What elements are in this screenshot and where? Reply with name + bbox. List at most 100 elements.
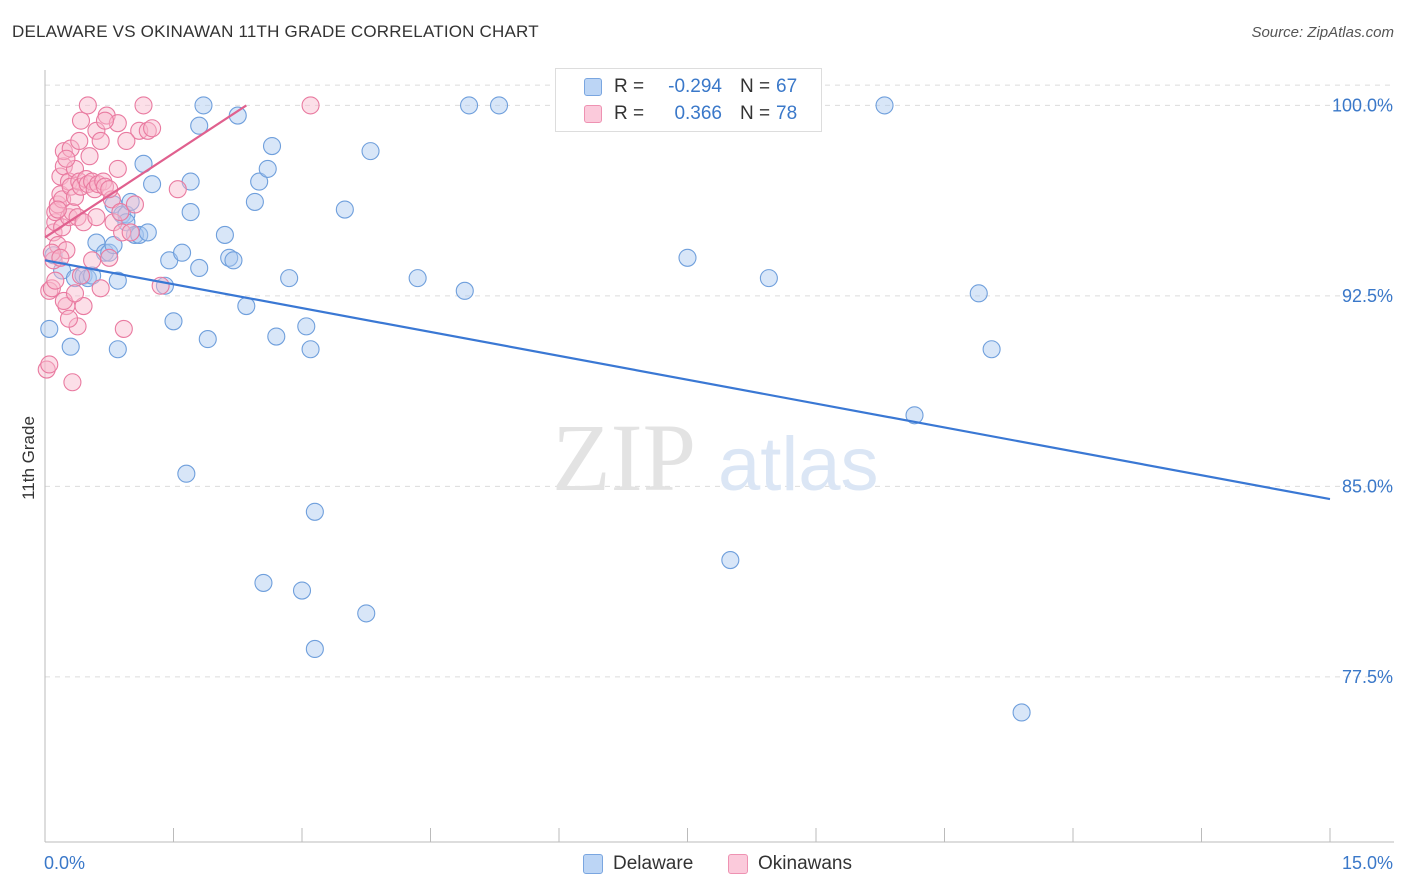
- delaware-point: [237, 297, 256, 316]
- okinawan-point: [71, 266, 91, 285]
- y-axis-label: 11th Grade: [19, 416, 38, 500]
- correlation-legend: R = -0.294 N = 67 R = 0.366 N = 78: [555, 68, 822, 132]
- r-label: R =: [614, 103, 645, 124]
- delaware-point: [905, 406, 924, 425]
- watermark-atlas: atlas: [718, 422, 879, 507]
- delaware-point: [173, 243, 192, 262]
- delaware-point: [250, 172, 269, 191]
- trend-lines: [44, 104, 1331, 501]
- y-tick-label: 85.0%: [1342, 476, 1393, 496]
- okinawan-point: [114, 319, 133, 338]
- okinawan-point: [134, 96, 153, 115]
- okinawan-point: [48, 200, 67, 219]
- r-label: R =: [614, 76, 645, 97]
- delaware-point: [143, 175, 162, 194]
- delaware-point: [40, 319, 59, 338]
- y-tick-label: 100.0%: [1332, 95, 1393, 115]
- delaware-legend-swatch: [583, 854, 603, 874]
- okinawan-legend-label: Okinawans: [758, 853, 852, 874]
- okinawan-point: [168, 180, 187, 199]
- delaware-n-value: 67: [776, 76, 798, 97]
- okinawan-point: [57, 149, 76, 168]
- delaware-point: [361, 142, 380, 161]
- okinawan-point: [78, 96, 97, 115]
- delaware-point: [280, 269, 299, 288]
- delaware-point: [138, 223, 157, 242]
- okinawan-point: [59, 309, 79, 328]
- okinawan-point: [117, 131, 136, 151]
- y-tick-label: 92.5%: [1342, 286, 1393, 306]
- delaware-point: [117, 213, 136, 232]
- okinawan-point: [100, 248, 119, 267]
- okinawan-point: [121, 223, 140, 242]
- okinawan-point: [80, 147, 99, 166]
- delaware-r-value: -0.294: [668, 76, 722, 97]
- delaware-point: [181, 203, 200, 222]
- delaware-point: [224, 251, 243, 270]
- okinawan-point: [71, 111, 91, 130]
- okinawan-point: [40, 281, 59, 300]
- gridlines: [45, 84, 1394, 678]
- delaware-point: [177, 464, 196, 483]
- legend-row-delaware: R = -0.294 N = 67: [584, 74, 797, 100]
- n-label: N =: [740, 103, 771, 124]
- delaware-point: [292, 581, 312, 600]
- watermark-zip: ZIP: [552, 404, 696, 511]
- delaware-point: [357, 604, 376, 623]
- delaware-point: [982, 340, 1001, 359]
- delaware-point: [108, 271, 127, 290]
- axes: [44, 70, 1394, 843]
- legend-item-okinawans[interactable]: Okinawans: [728, 852, 852, 876]
- okinawan-point: [125, 195, 144, 214]
- okinawan-point: [91, 131, 110, 151]
- okinawan-point: [65, 284, 85, 303]
- y-tick-label: 77.5%: [1342, 667, 1393, 687]
- delaware-point: [108, 340, 127, 359]
- delaware-point: [759, 269, 778, 288]
- okinawan-point: [143, 119, 162, 138]
- delaware-point: [335, 200, 354, 219]
- delaware-point: [61, 337, 80, 356]
- delaware-point: [489, 96, 509, 115]
- delaware-point: [678, 248, 697, 267]
- source-label: Source: ZipAtlas.com: [1251, 24, 1394, 41]
- delaware-point: [875, 96, 894, 115]
- delaware-point: [1012, 703, 1031, 722]
- okinawan-point: [87, 208, 106, 227]
- n-label: N =: [740, 76, 771, 97]
- okinawan-point: [95, 111, 115, 130]
- okinawan-trend-line: [44, 104, 247, 239]
- delaware-trend-line: [44, 259, 1331, 501]
- delaware-point: [190, 258, 209, 278]
- okinawan-point: [37, 360, 56, 379]
- delaware-swatch: [584, 78, 602, 96]
- delaware-point: [297, 317, 316, 336]
- okinawan-swatch: [584, 105, 602, 123]
- delaware-point: [190, 116, 209, 135]
- delaware-point: [721, 551, 740, 570]
- delaware-point: [198, 330, 217, 349]
- delaware-points: [40, 96, 1031, 722]
- watermark: ZIP atlas: [552, 404, 879, 511]
- legend-row-okinawan: R = 0.366 N = 78: [584, 101, 797, 127]
- delaware-point: [245, 192, 264, 211]
- delaware-point: [215, 225, 234, 244]
- chart-title: DELAWARE VS OKINAWAN 11TH GRADE CORRELAT…: [12, 22, 539, 41]
- okinawan-point: [108, 159, 127, 178]
- okinawan-legend-swatch: [728, 854, 748, 874]
- delaware-point: [455, 281, 474, 300]
- delaware-point: [408, 269, 427, 288]
- okinawan-point: [46, 271, 65, 290]
- okinawan-point: [40, 355, 59, 374]
- okinawan-point: [91, 279, 110, 298]
- x-tick-label: 0.0%: [44, 853, 85, 873]
- delaware-point: [164, 312, 183, 331]
- okinawan-r-value: 0.366: [674, 103, 722, 124]
- delaware-point: [267, 327, 286, 346]
- delaware-point: [258, 159, 277, 178]
- delaware-legend-label: Delaware: [613, 853, 694, 874]
- delaware-point: [301, 340, 320, 359]
- legend-item-delaware[interactable]: Delaware: [583, 852, 693, 876]
- okinawan-point: [83, 251, 102, 270]
